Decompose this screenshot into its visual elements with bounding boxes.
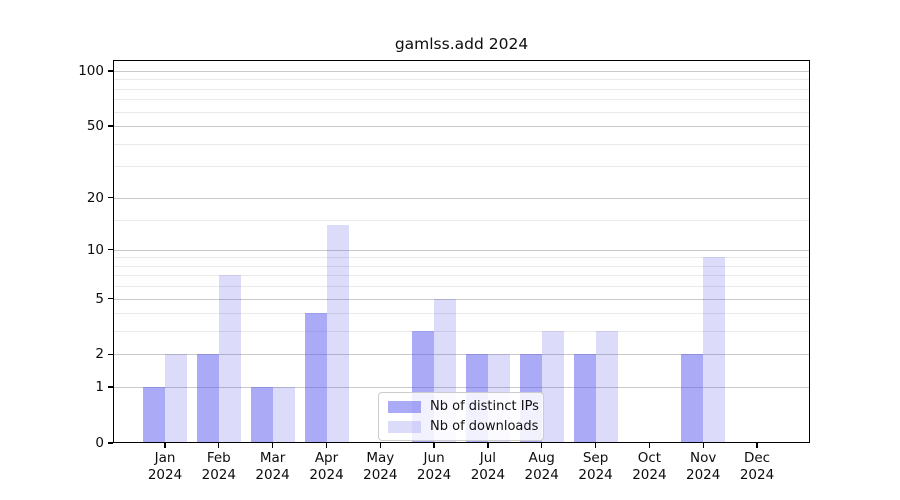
y-tick-mark	[108, 125, 113, 127]
major-gridline	[113, 298, 810, 300]
y-tick-mark	[108, 196, 113, 199]
minor-gridline	[113, 275, 810, 277]
legend: Nb of distinct IPs Nb of downloads	[378, 392, 544, 441]
y-tick-label: 10	[86, 241, 104, 258]
bar-distinct-ips-nov	[681, 354, 704, 443]
x-tick-label: Oct 2024	[632, 450, 667, 483]
minor-gridline	[113, 88, 810, 90]
minor-gridline	[113, 111, 810, 113]
y-tick-mark	[108, 249, 113, 251]
x-tick-mark	[756, 443, 758, 448]
y-tick-mark	[108, 70, 113, 72]
y-tick-mark	[108, 386, 113, 388]
minor-gridline	[113, 99, 810, 101]
x-tick-label: Jun 2024	[416, 450, 452, 483]
minor-gridline	[113, 166, 810, 168]
y-tick-label: 1	[95, 379, 104, 396]
x-tick-mark	[218, 443, 220, 448]
minor-gridline	[113, 331, 810, 333]
x-tick-mark	[648, 443, 651, 448]
chart-title: gamlss.add 2024	[394, 35, 529, 53]
x-tick-label: Nov 2024	[686, 450, 721, 483]
x-tick-label: Apr 2024	[309, 450, 344, 483]
bar-distinct-ips-mar	[250, 387, 273, 443]
bar-distinct-ips-apr	[304, 313, 327, 443]
major-gridline	[113, 126, 810, 127]
major-gridline	[113, 71, 810, 72]
legend-label: Nb of distinct IPs	[430, 399, 539, 414]
minor-gridline	[113, 286, 810, 288]
x-tick-label: Dec 2024	[739, 450, 775, 483]
x-tick-mark	[379, 443, 381, 448]
bar-downloads-jan	[165, 354, 187, 443]
y-tick-mark	[108, 297, 113, 300]
legend-swatch-downloads	[388, 420, 421, 433]
minor-gridline	[113, 265, 810, 267]
x-tick-mark	[594, 443, 597, 448]
minor-gridline	[113, 313, 810, 315]
legend-item-downloads: Nb of downloads	[388, 419, 538, 434]
x-tick-label: Mar 2024	[255, 450, 290, 483]
x-tick-mark	[702, 443, 704, 448]
y-tick-label: 2	[95, 346, 104, 363]
major-gridline	[113, 249, 810, 251]
major-gridline	[113, 387, 810, 389]
legend-label: Nb of downloads	[430, 419, 539, 434]
x-tick-label: Jan 2024	[147, 450, 183, 483]
y-tick-mark	[108, 353, 113, 356]
x-tick-label: Sep 2024	[578, 450, 613, 483]
legend-item-distinct-ips: Nb of distinct IPs	[388, 399, 539, 414]
x-tick-mark	[433, 443, 435, 448]
x-tick-mark	[164, 443, 166, 448]
y-tick-mark	[108, 442, 113, 444]
major-gridline	[113, 197, 810, 199]
bar-distinct-ips-feb	[196, 354, 219, 443]
bar-downloads-apr	[326, 224, 349, 443]
minor-gridline	[113, 143, 810, 145]
major-gridline	[113, 354, 810, 356]
x-tick-label: Feb 2024	[201, 450, 236, 483]
bar-distinct-ips-sep	[573, 354, 596, 443]
y-tick-label: 50	[86, 118, 104, 134]
minor-gridline	[113, 257, 810, 259]
x-tick-mark	[325, 443, 328, 448]
x-tick-mark	[487, 443, 489, 448]
y-tick-label: 20	[86, 189, 104, 206]
x-tick-label: Jul 2024	[470, 450, 506, 483]
y-tick-label: 0	[95, 435, 104, 451]
minor-gridline	[113, 79, 810, 81]
x-tick-mark	[541, 443, 543, 448]
bar-downloads-aug	[541, 331, 564, 443]
bar-downloads-mar	[272, 387, 295, 443]
minor-gridline	[113, 219, 810, 221]
x-tick-label: May 2024	[363, 450, 398, 483]
bar-downloads-nov	[703, 257, 726, 443]
y-tick-label: 100	[78, 63, 104, 79]
bar-downloads-sep	[595, 331, 618, 443]
bar-downloads-feb	[218, 275, 241, 443]
y-tick-label: 5	[95, 290, 104, 307]
x-tick-label: Aug 2024	[524, 450, 559, 483]
bar-distinct-ips-jan	[143, 387, 165, 443]
x-tick-mark	[271, 443, 274, 448]
legend-swatch-distinct-ips	[388, 400, 421, 413]
